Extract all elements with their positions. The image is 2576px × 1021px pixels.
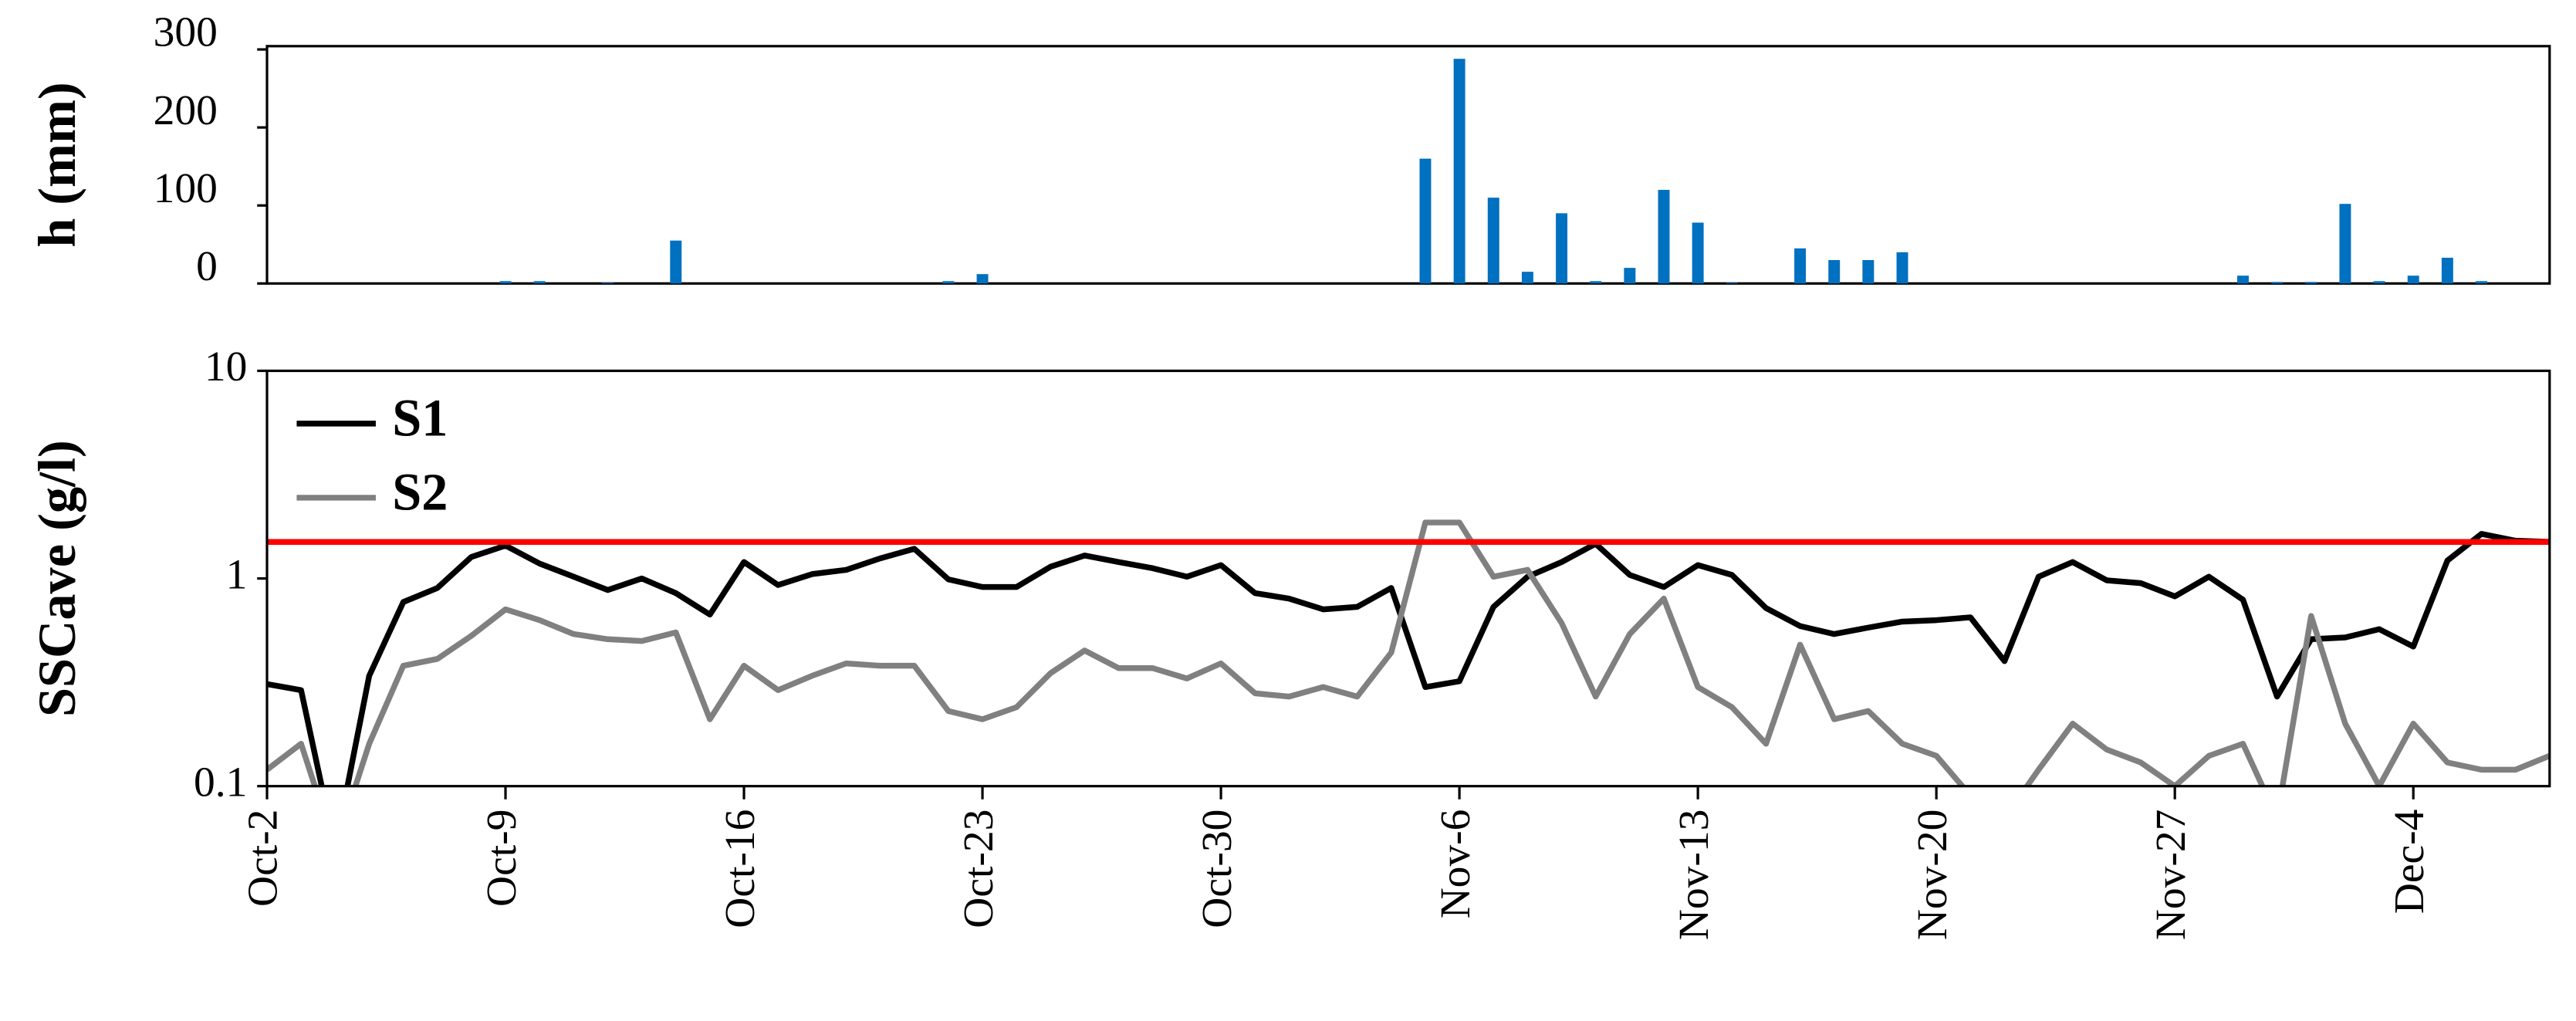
x-tick-label: Nov-27 <box>2148 810 2195 941</box>
x-tick-label: Oct-2 <box>240 810 287 907</box>
x-tick-label: Nov-6 <box>1432 810 1479 919</box>
bar <box>601 282 614 284</box>
bar <box>1624 268 1636 284</box>
bar <box>1896 252 1908 284</box>
x-tick-label: Oct-23 <box>955 810 1002 928</box>
bar <box>670 240 682 284</box>
y-tick-label: 0 <box>196 243 218 290</box>
y-tick-label: 10 <box>205 343 248 390</box>
bar <box>2305 282 2317 284</box>
plot-frame <box>265 45 2551 285</box>
bar <box>499 281 512 284</box>
bar <box>1556 213 1568 284</box>
legend-label: S1 <box>392 389 448 448</box>
bar <box>1692 222 1704 284</box>
series-line <box>267 531 2550 786</box>
bar <box>2339 204 2351 284</box>
plot-frame <box>265 369 2551 788</box>
bar <box>1419 158 1432 284</box>
bar <box>1453 59 1465 284</box>
bar <box>1828 259 1841 284</box>
bar <box>2271 282 2284 284</box>
bar <box>976 274 989 284</box>
y-tick-label: 0.1 <box>194 759 247 806</box>
bar <box>1487 198 1499 284</box>
bar <box>1726 282 1738 284</box>
x-tick-label: Nov-13 <box>1671 810 1718 941</box>
y-tick-label: 1 <box>226 551 248 598</box>
bar <box>1521 272 1533 284</box>
x-tick-label: Oct-30 <box>1194 810 1241 928</box>
y-axis-label: SSCave (g/l) <box>28 440 86 717</box>
x-tick-label: Oct-9 <box>478 810 526 907</box>
bar <box>2441 257 2453 284</box>
x-tick-label: Oct-16 <box>717 810 764 928</box>
bar <box>1862 259 1875 284</box>
bar <box>533 281 546 284</box>
y-tick-label: 200 <box>154 87 218 134</box>
bar <box>1658 190 1670 284</box>
y-tick-label: 100 <box>154 165 218 212</box>
bar <box>2407 276 2419 284</box>
bar <box>2237 276 2249 284</box>
bar <box>1590 281 1602 284</box>
x-tick-label: Nov-20 <box>1909 810 1956 941</box>
bar <box>2373 281 2385 284</box>
bar <box>942 281 955 284</box>
legend-label: S2 <box>392 463 448 522</box>
y-tick-label: 300 <box>154 9 218 56</box>
series-line <box>267 519 2550 786</box>
bar <box>1794 248 1807 284</box>
x-tick-label: Dec-4 <box>2386 810 2433 915</box>
plot-area <box>267 519 2550 786</box>
bar <box>2476 281 2487 284</box>
y-axis-label: h (mm) <box>28 82 86 247</box>
